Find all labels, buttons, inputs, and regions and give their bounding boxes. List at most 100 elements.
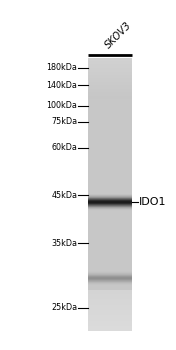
Bar xyxy=(88,269,132,271)
Bar xyxy=(88,309,132,310)
Bar xyxy=(88,259,132,261)
Bar xyxy=(88,274,132,275)
Bar xyxy=(88,290,132,292)
Bar xyxy=(88,304,132,305)
Bar xyxy=(88,238,132,239)
Bar xyxy=(88,172,132,173)
Bar xyxy=(88,111,132,112)
Bar xyxy=(88,303,132,304)
Bar xyxy=(88,281,132,282)
Bar xyxy=(88,282,132,283)
Bar xyxy=(88,205,132,206)
Bar xyxy=(88,210,132,212)
Bar xyxy=(88,76,132,78)
Bar xyxy=(88,248,132,250)
Bar xyxy=(88,128,132,129)
Bar xyxy=(88,300,132,301)
Bar xyxy=(88,282,132,283)
Bar xyxy=(88,218,132,220)
Bar xyxy=(88,194,132,195)
Bar xyxy=(88,313,132,314)
Bar xyxy=(88,263,132,264)
Bar xyxy=(88,277,132,278)
Bar xyxy=(88,67,132,69)
Bar xyxy=(88,72,132,73)
Bar xyxy=(88,213,132,215)
Bar xyxy=(88,208,132,209)
Bar xyxy=(88,190,132,192)
Bar xyxy=(88,265,132,266)
Bar xyxy=(88,219,132,221)
Bar xyxy=(88,83,132,85)
Bar xyxy=(88,63,132,65)
Bar xyxy=(88,207,132,208)
Bar xyxy=(88,206,132,207)
Bar xyxy=(88,87,132,89)
Bar xyxy=(88,70,132,71)
Bar xyxy=(88,161,132,163)
Bar xyxy=(88,293,132,294)
Bar xyxy=(88,324,132,325)
Text: 75kDa: 75kDa xyxy=(51,118,77,126)
Bar xyxy=(88,209,132,210)
Bar xyxy=(88,158,132,159)
Bar xyxy=(88,211,132,213)
Bar xyxy=(88,247,132,249)
Bar xyxy=(88,62,132,63)
Bar xyxy=(88,153,132,155)
Bar xyxy=(88,197,132,198)
Bar xyxy=(88,113,132,115)
Bar xyxy=(88,64,132,66)
Bar xyxy=(88,208,132,209)
Bar xyxy=(88,240,132,241)
Bar xyxy=(88,147,132,148)
Bar xyxy=(88,142,132,144)
Bar xyxy=(88,189,132,190)
Bar xyxy=(88,84,132,86)
Bar xyxy=(88,271,132,272)
Bar xyxy=(88,198,132,199)
Bar xyxy=(88,209,132,210)
Bar xyxy=(88,148,132,149)
Text: 60kDa: 60kDa xyxy=(52,144,77,153)
Bar xyxy=(88,252,132,253)
Bar xyxy=(88,280,132,281)
Bar xyxy=(88,267,132,269)
Bar xyxy=(88,225,132,226)
Bar xyxy=(88,204,132,205)
Bar xyxy=(88,296,132,298)
Bar xyxy=(88,80,132,81)
Bar xyxy=(88,283,132,284)
Bar xyxy=(88,129,132,130)
Bar xyxy=(88,82,132,83)
Bar xyxy=(88,214,132,215)
Bar xyxy=(88,103,132,104)
Bar xyxy=(88,255,132,256)
Bar xyxy=(88,92,132,93)
Bar xyxy=(88,273,132,274)
Bar xyxy=(88,307,132,309)
Bar xyxy=(88,164,132,166)
Bar xyxy=(88,204,132,205)
Bar xyxy=(88,282,132,284)
Bar xyxy=(88,154,132,155)
Bar xyxy=(88,69,132,70)
Bar xyxy=(88,284,132,285)
Bar xyxy=(88,126,132,127)
Bar xyxy=(88,100,132,101)
Bar xyxy=(88,324,132,326)
Bar xyxy=(88,195,132,196)
Bar xyxy=(88,74,132,75)
Bar xyxy=(88,132,132,133)
Bar xyxy=(88,193,132,195)
Bar xyxy=(88,205,132,206)
Bar xyxy=(88,239,132,241)
Bar xyxy=(88,197,132,198)
Bar xyxy=(88,175,132,176)
Bar xyxy=(88,145,132,146)
Bar xyxy=(88,71,132,72)
Bar xyxy=(88,302,132,303)
Bar xyxy=(88,99,132,100)
Bar xyxy=(88,138,132,139)
Bar xyxy=(88,66,132,68)
